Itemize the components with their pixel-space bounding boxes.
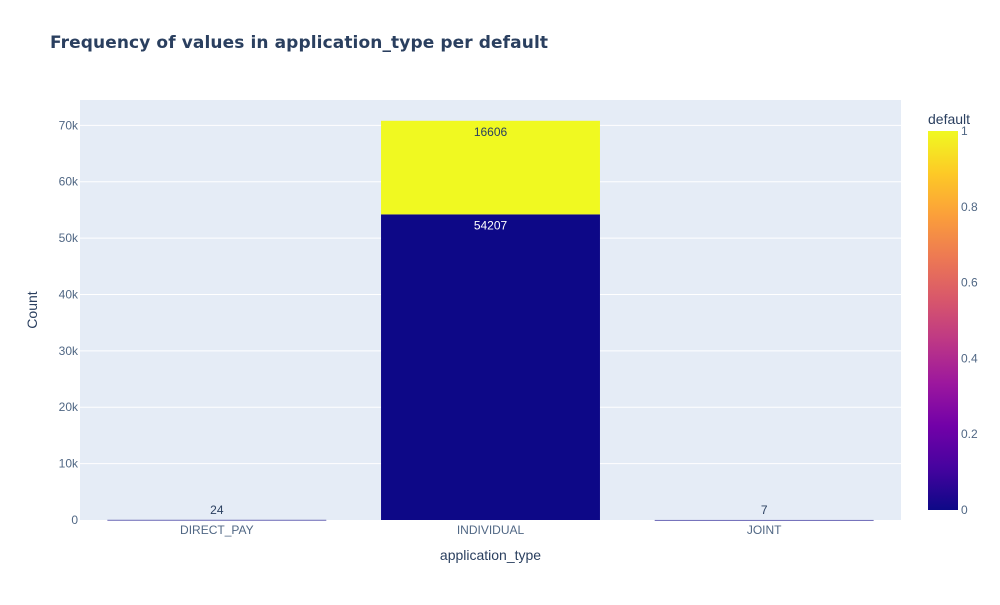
bar-individual xyxy=(381,120,600,215)
x-tick-label: DIRECT_PAY xyxy=(180,523,254,537)
data-label: 16606 xyxy=(474,125,508,139)
colorbar: default 0 0.2 0.4 0.6 0.8 1 xyxy=(928,111,978,517)
y-axis: 0 10k 20k 30k 40k 50k 60k 70k xyxy=(59,118,79,527)
chart-title: Frequency of values in application_type … xyxy=(50,33,549,53)
colorbar-tick-label: 1 xyxy=(961,124,968,138)
data-label: 7 xyxy=(761,503,768,517)
data-label: 24 xyxy=(210,503,224,517)
data-label-layer: 24 54207 16606 7 xyxy=(210,125,768,517)
colorbar-tick-label: 0.8 xyxy=(961,200,978,214)
data-label: 54207 xyxy=(474,218,508,232)
bar-joint xyxy=(654,519,874,521)
x-axis: DIRECT_PAY INDIVIDUAL JOINT xyxy=(180,523,782,537)
y-tick-label: 70k xyxy=(59,118,79,132)
y-tick-label: 30k xyxy=(59,344,79,358)
y-tick-label: 10k xyxy=(59,457,79,471)
colorbar-tick-label: 0.2 xyxy=(961,427,978,441)
colorbar-tick-label: 0.4 xyxy=(961,351,978,365)
colorbar-tick-label: 0.6 xyxy=(961,276,978,290)
x-tick-label: INDIVIDUAL xyxy=(457,523,525,537)
y-tick-label: 60k xyxy=(59,175,79,189)
y-tick-label: 20k xyxy=(59,400,79,414)
x-axis-title: application_type xyxy=(440,547,541,563)
colorbar-title: default xyxy=(928,111,970,127)
y-axis-title: Count xyxy=(24,291,40,328)
y-tick-label: 0 xyxy=(71,513,78,527)
y-tick-label: 50k xyxy=(59,231,79,245)
bar-layer xyxy=(107,120,874,521)
bar-individual xyxy=(381,214,600,520)
y-tick-label: 40k xyxy=(59,287,79,301)
colorbar-bar xyxy=(928,131,958,510)
x-tick-label: JOINT xyxy=(747,523,782,537)
colorbar-tick-label: 0 xyxy=(961,503,968,517)
bar-direct-pay xyxy=(107,519,327,521)
